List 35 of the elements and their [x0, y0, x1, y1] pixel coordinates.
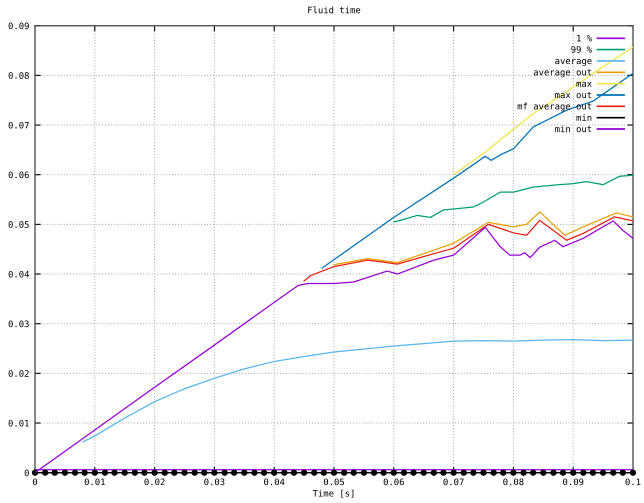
legend-label: min — [576, 114, 592, 121]
line-series — [393, 174, 633, 223]
line-series — [452, 46, 633, 176]
y-tick-label: 0.02 — [8, 370, 29, 377]
x-tick-label: 0.09 — [563, 478, 584, 486]
x-tick-label: 0.08 — [503, 478, 524, 486]
y-tick-label: 0.04 — [8, 270, 30, 278]
x-tick-label: 0.07 — [443, 478, 464, 486]
x-tick-label: 0.02 — [144, 478, 165, 486]
legend-label: 99 % — [571, 46, 592, 53]
x-tick-label: 0.06 — [384, 478, 404, 486]
x-tick-label: 0.01 — [84, 478, 105, 486]
x-tick-label: 0.04 — [264, 478, 284, 486]
y-tick-label: 0.09 — [8, 22, 29, 30]
y-tick-label: 0.05 — [8, 221, 29, 228]
x-axis-title: Time [s] — [312, 490, 354, 498]
x-tick-label: 0.03 — [204, 478, 224, 486]
line-series — [333, 211, 633, 266]
y-tick-label: 0 — [24, 470, 29, 476]
x-tick-label: 0.1 — [626, 478, 640, 486]
y-tick-label: 0.08 — [8, 72, 29, 79]
legend-label: min out — [555, 125, 592, 132]
y-tick-label: 0.03 — [8, 320, 29, 328]
line-series — [303, 216, 633, 282]
y-tick-label: 0.06 — [8, 172, 29, 178]
x-tick-label: 0.05 — [324, 478, 344, 486]
legend-label: average — [555, 59, 592, 66]
line-series — [82, 338, 633, 443]
x-tick-label: 0 — [32, 478, 38, 486]
legend-label: 1 % — [577, 34, 592, 42]
chart-title: Fluid time — [308, 6, 360, 14]
legend-label: max — [576, 82, 592, 87]
y-tick-label: 0.01 — [8, 420, 29, 427]
legend-label: average out — [534, 69, 592, 78]
y-tick-label: 0.07 — [8, 122, 29, 129]
